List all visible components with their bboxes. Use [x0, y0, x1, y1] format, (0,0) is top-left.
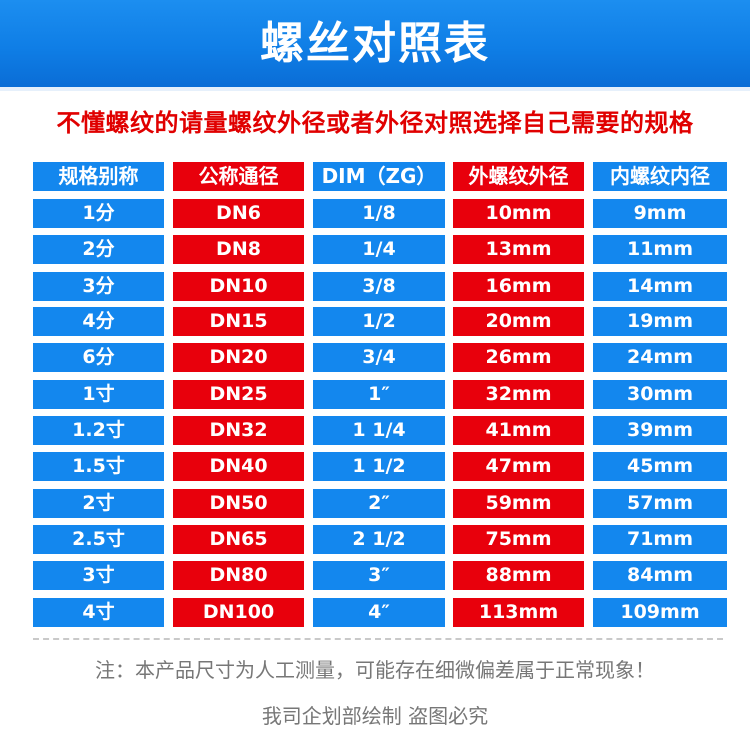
cell-inner-diameter: 11mm — [593, 235, 727, 264]
cell-outer-diameter: 88mm — [453, 561, 584, 590]
cell-alias: 2寸 — [33, 489, 164, 518]
page-title: 螺丝对照表 — [260, 18, 490, 69]
cell-outer-diameter: 41mm — [453, 416, 584, 445]
cell-dim: 1 1/2 — [313, 452, 445, 481]
cell-nominal-diameter: DN50 — [173, 489, 304, 518]
cell-alias: 4寸 — [33, 598, 164, 627]
cell-nominal-diameter: DN65 — [173, 525, 304, 554]
cell-dim: 3/4 — [313, 343, 445, 372]
cell-outer-diameter: 75mm — [453, 525, 584, 554]
cell-alias: 2分 — [33, 235, 164, 264]
cell-outer-diameter: 13mm — [453, 235, 584, 264]
cell-inner-diameter: 45mm — [593, 452, 727, 481]
cell-dim: 1/8 — [313, 199, 445, 228]
cell-alias: 1.2寸 — [33, 416, 164, 445]
cell-outer-diameter: 32mm — [453, 380, 584, 409]
cell-inner-diameter: 14mm — [593, 272, 727, 301]
cell-nominal-diameter: DN40 — [173, 452, 304, 481]
cell-dim: 1 1/4 — [313, 416, 445, 445]
title-banner — [0, 0, 750, 87]
cell-alias: 6分 — [33, 343, 164, 372]
cell-inner-diameter: 9mm — [593, 199, 727, 228]
cell-dim: 4″ — [313, 598, 445, 627]
measurement-note: 注：本产品尺寸为人工测量，可能存在细微偏差属于正常现象！ — [95, 658, 655, 682]
header-dim: DIM（ZG） — [313, 162, 445, 191]
cell-nominal-diameter: DN80 — [173, 561, 304, 590]
cell-alias: 1分 — [33, 199, 164, 228]
cell-alias: 4分 — [33, 307, 164, 336]
cell-dim: 1/4 — [313, 235, 445, 264]
cell-inner-diameter: 84mm — [593, 561, 727, 590]
cell-nominal-diameter: DN15 — [173, 307, 304, 336]
cell-dim: 2 1/2 — [313, 525, 445, 554]
cell-inner-diameter: 30mm — [593, 380, 727, 409]
cell-inner-diameter: 24mm — [593, 343, 727, 372]
cell-nominal-diameter: DN8 — [173, 235, 304, 264]
cell-nominal-diameter: DN6 — [173, 199, 304, 228]
cell-nominal-diameter: DN20 — [173, 343, 304, 372]
cell-nominal-diameter: DN25 — [173, 380, 304, 409]
header-alias: 规格别称 — [33, 162, 164, 191]
cell-dim: 1/2 — [313, 307, 445, 336]
cell-dim: 3/8 — [313, 272, 445, 301]
copyright-footer: 我司企划部绘制 盗图必究 — [261, 704, 489, 728]
cell-outer-diameter: 26mm — [453, 343, 584, 372]
cell-alias: 1寸 — [33, 380, 164, 409]
cell-inner-diameter: 57mm — [593, 489, 727, 518]
header-outer-thread-diameter: 外螺纹外径 — [453, 162, 584, 191]
cell-nominal-diameter: DN32 — [173, 416, 304, 445]
header-nominal-diameter: 公称通径 — [173, 162, 304, 191]
cell-alias: 2.5寸 — [33, 525, 164, 554]
cell-inner-diameter: 109mm — [593, 598, 727, 627]
cell-alias: 3分 — [33, 272, 164, 301]
cell-inner-diameter: 39mm — [593, 416, 727, 445]
instruction-text: 不懂螺纹的请量螺纹外径或者外径对照选择自己需要的规格 — [56, 109, 694, 137]
header-inner-thread-diameter: 内螺纹内径 — [593, 162, 727, 191]
cell-alias: 1.5寸 — [33, 452, 164, 481]
cell-outer-diameter: 10mm — [453, 199, 584, 228]
cell-nominal-diameter: DN100 — [173, 598, 304, 627]
cell-outer-diameter: 47mm — [453, 452, 584, 481]
divider — [33, 638, 723, 640]
cell-outer-diameter: 113mm — [453, 598, 584, 627]
cell-dim: 2″ — [313, 489, 445, 518]
cell-outer-diameter: 16mm — [453, 272, 584, 301]
cell-dim: 3″ — [313, 561, 445, 590]
cell-nominal-diameter: DN10 — [173, 272, 304, 301]
cell-outer-diameter: 59mm — [453, 489, 584, 518]
cell-outer-diameter: 20mm — [453, 307, 584, 336]
cell-inner-diameter: 71mm — [593, 525, 727, 554]
cell-dim: 1″ — [313, 380, 445, 409]
cell-inner-diameter: 19mm — [593, 307, 727, 336]
cell-alias: 3寸 — [33, 561, 164, 590]
